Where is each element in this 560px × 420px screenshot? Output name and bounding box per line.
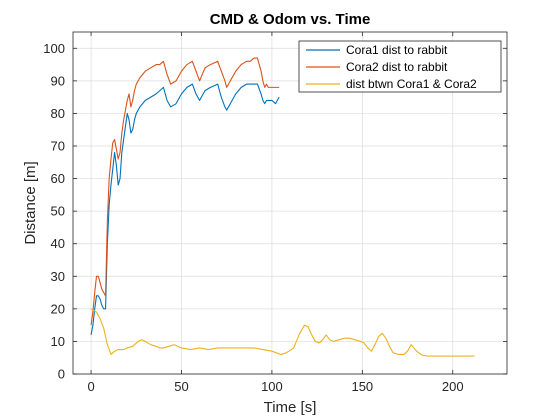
chart-title: CMD & Odom vs. Time xyxy=(210,11,371,28)
legend: Cora1 dist to rabbit Cora2 dist to rabbi… xyxy=(298,40,502,93)
y-tick-label: 30 xyxy=(51,269,65,284)
x-tick-label: 200 xyxy=(442,379,464,394)
tick-labels-layer: 0 50 100 150 200 0 10 20 30 40 50 60 70 80 90 100 xyxy=(43,41,463,394)
series-line-2 xyxy=(90,308,475,357)
ticks-layer xyxy=(73,32,507,375)
series-line-0 xyxy=(90,83,280,336)
y-tick-label: 20 xyxy=(51,301,65,316)
y-tick-label: 50 xyxy=(51,204,65,219)
y-tick-label: 80 xyxy=(51,106,65,121)
legend-label-cora2: Cora2 dist to rabbit xyxy=(346,60,448,74)
legend-label-cora1: Cora1 dist to rabbit xyxy=(346,43,448,57)
y-axis-label: Distance [m] xyxy=(22,161,39,244)
y-tick-label: 10 xyxy=(51,334,65,349)
y-tick-label: 70 xyxy=(51,139,65,154)
y-tick-label: 90 xyxy=(51,73,65,88)
series-line-1 xyxy=(90,57,280,326)
x-tick-label: 0 xyxy=(87,379,94,394)
x-tick-label: 150 xyxy=(351,379,373,394)
x-axis-label: Time [s] xyxy=(264,399,317,416)
plot-frame xyxy=(72,31,508,375)
y-tick-label: 0 xyxy=(58,367,65,382)
x-tick-label: 50 xyxy=(174,379,188,394)
series-layer xyxy=(90,57,475,357)
y-tick-label: 60 xyxy=(51,171,65,186)
y-tick-label: 40 xyxy=(51,236,65,251)
x-tick-label: 100 xyxy=(261,379,283,394)
legend-label-btwn: dist btwn Cora1 & Cora2 xyxy=(346,77,477,91)
y-tick-label: 100 xyxy=(43,41,65,56)
